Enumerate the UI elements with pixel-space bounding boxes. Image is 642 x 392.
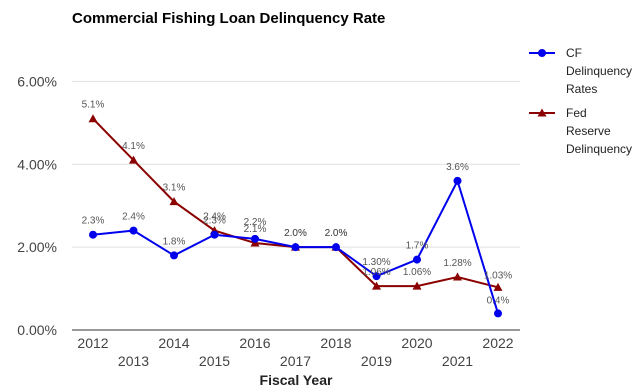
- data-point: [453, 176, 462, 185]
- chart-title: Commercial Fishing Loan Delinquency Rate: [72, 10, 385, 27]
- data-point: [129, 226, 138, 235]
- data-point: [88, 114, 98, 123]
- data-point: [169, 197, 179, 206]
- legend-label: Delinquency: [566, 64, 632, 78]
- data-label: 2.0%: [325, 228, 348, 239]
- x-tick-label: 2015: [199, 353, 230, 369]
- data-point: [493, 282, 503, 291]
- x-tick-label: 2020: [401, 335, 432, 351]
- legend-marker: [538, 49, 546, 57]
- data-label: 2.4%: [122, 212, 145, 223]
- data-label: 1.8%: [163, 236, 186, 247]
- data-label: 2.4%: [203, 212, 226, 223]
- legend-label: Fed: [566, 106, 587, 120]
- x-tick-label: 2013: [118, 353, 149, 369]
- data-point: [372, 272, 381, 281]
- y-tick-label: 4.00%: [17, 156, 57, 172]
- x-tick-label: 2019: [361, 353, 392, 369]
- legend-label: CF: [566, 46, 582, 60]
- data-label: 2.3%: [203, 216, 226, 227]
- data-label: 1.03%: [484, 270, 512, 281]
- x-tick-label: 2012: [77, 335, 108, 351]
- series-layer: [88, 114, 503, 318]
- data-label: 4.1%: [122, 141, 145, 152]
- data-point: [372, 281, 381, 290]
- data-label: 2.3%: [82, 216, 105, 227]
- data-label: 1.06%: [403, 267, 431, 278]
- x-tick-label: 2017: [280, 353, 311, 369]
- legend-marker: [537, 108, 547, 117]
- x-tick-label: 2018: [320, 335, 351, 351]
- data-point: [89, 230, 97, 239]
- data-label: 2.2%: [244, 217, 267, 228]
- data-label: 2.0%: [284, 228, 307, 239]
- legend-label: Reserve: [566, 124, 611, 138]
- data-point: [129, 155, 138, 164]
- x-tick-label: 2021: [442, 353, 473, 369]
- data-point: [251, 234, 259, 243]
- data-label: 3.6%: [446, 162, 469, 173]
- data-point: [413, 255, 421, 264]
- legend-label: Delinquency: [566, 142, 632, 156]
- data-label: 1.28%: [443, 258, 471, 269]
- x-axis-title: Fiscal Year: [260, 372, 333, 388]
- y-tick-label: 2.00%: [17, 239, 57, 255]
- x-tick-label: 2016: [239, 335, 270, 351]
- series-line: [92, 118, 499, 289]
- x-axis-ticks: 2012 2013 2014 2015 2016 2017 2018 2019 2020 2021…: [77, 335, 513, 369]
- data-label: 1.30%: [362, 257, 390, 268]
- data-label: 1.06%: [362, 267, 390, 278]
- x-tick-label: 2014: [158, 335, 189, 351]
- gridlines: [72, 80, 520, 331]
- data-label: 2.0%: [325, 228, 348, 239]
- data-point: [453, 272, 462, 281]
- data-label: 0.4%: [487, 295, 510, 306]
- x-tick-label: 2022: [482, 335, 513, 351]
- data-label: 1.7%: [406, 241, 429, 252]
- data-label: 2.0%: [284, 228, 307, 239]
- y-tick-label: 0.00%: [17, 322, 57, 338]
- data-point: [291, 243, 300, 252]
- data-point: [494, 309, 502, 318]
- data-point: [412, 281, 422, 290]
- data-point: [210, 230, 219, 239]
- data-label: 5.1%: [82, 100, 105, 111]
- data-label: 2.1%: [244, 224, 267, 235]
- data-point: [170, 251, 178, 260]
- legend: CF Delinquency Rates Fed Reserve Delinquency: [529, 46, 632, 156]
- y-axis-ticks: 0.00% 2.00% 4.00% 6.00%: [17, 73, 57, 338]
- data-label: 3.1%: [163, 183, 186, 194]
- y-tick-label: 6.00%: [17, 73, 57, 89]
- data-labels: 2.3% 2.4%1.8%2.3% 2.2%2.0% 2.0%1.30%1.7%3.6…: [82, 100, 513, 307]
- legend-label: Rates: [566, 82, 597, 96]
- data-point: [332, 243, 340, 252]
